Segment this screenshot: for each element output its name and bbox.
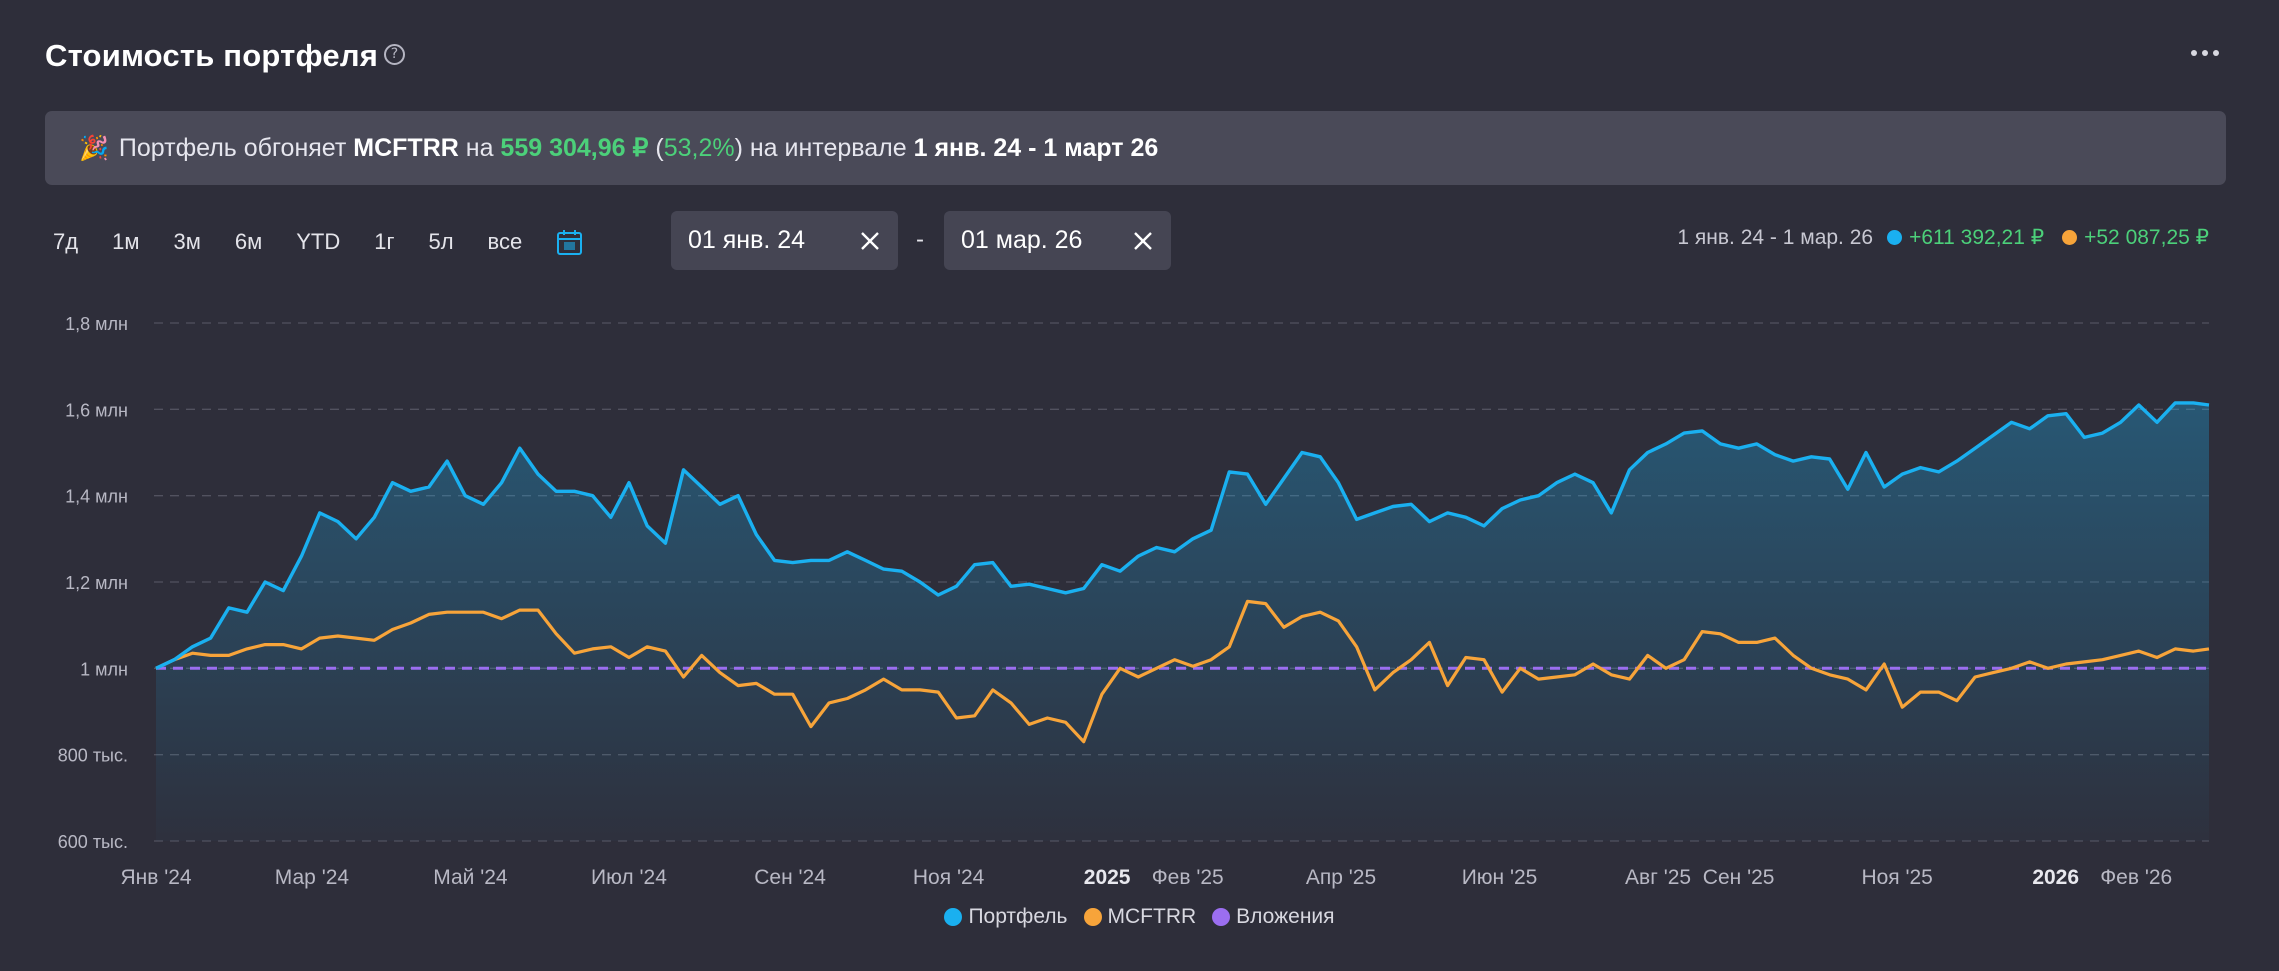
legend-label: Вложения <box>1236 905 1335 928</box>
period-button-3m[interactable]: 3м <box>173 229 201 254</box>
portfolio-chart[interactable]: 1,8 млн 1,6 млн 1,4 млн 1,2 млн 1 млн 800 тыс… <box>0 290 2279 900</box>
x-tick-label: 2026 <box>2032 866 2079 889</box>
x-tick-label: Янв '24 <box>120 866 191 889</box>
period-button-1y[interactable]: 1г <box>374 229 395 254</box>
more-options-icon[interactable] <box>2191 50 2219 56</box>
y-tick-label: 800 тыс. <box>58 746 128 766</box>
title-row: Стоимость портфеля ? <box>45 38 406 74</box>
y-tick-label: 1,6 млн <box>65 400 128 420</box>
banner-text: на интервале <box>742 133 914 162</box>
y-tick-label: 1,2 млн <box>65 573 128 593</box>
period-button-1m[interactable]: 1м <box>112 229 140 254</box>
date-from-value: 01 янв. 24 <box>688 226 806 254</box>
banner-text: на <box>458 133 501 162</box>
benchmark-dot-icon <box>2062 230 2078 245</box>
benchmark-dot-icon <box>1083 908 1102 926</box>
banner-text: Портфель обгоняет <box>118 133 354 162</box>
chart-legend: Портфель MCFTRR Вложения <box>0 905 2279 929</box>
y-tick-label: 1,4 млн <box>65 487 128 507</box>
portfolio-change: +611 392,21 ₽ <box>1909 226 2045 249</box>
dot-icon <box>2213 50 2219 56</box>
period-button-all[interactable]: все <box>487 229 523 254</box>
period-button-6m[interactable]: 6м <box>234 229 263 254</box>
x-tick-label: Сен '25 <box>1703 866 1775 889</box>
banner-benchmark: MCFTRR <box>353 133 459 162</box>
x-tick-label: Фев '25 <box>1152 866 1224 889</box>
portfolio-dot-icon <box>944 908 963 926</box>
banner-interval: 1 янв. 24 - 1 март 26 <box>913 133 1159 162</box>
x-tick-label: Фев '26 <box>2100 866 2172 889</box>
page-title: Стоимость портфеля <box>45 38 379 73</box>
date-to-value: 01 мар. 26 <box>961 226 1083 254</box>
party-popper-icon: 🎉 <box>79 134 109 162</box>
range-summary: 1 янв. 24 - 1 мар. 26 +611 392,21 ₽ +52 … <box>1677 225 2209 250</box>
outperformance-banner: 🎉 Портфель обгоняет MCFTRR на 559 304,96… <box>45 111 2226 185</box>
calendar-icon[interactable] <box>556 228 583 256</box>
series-line-mcftrr <box>155 599 2210 744</box>
x-tick-label: Ноя '25 <box>1861 866 1932 889</box>
x-tick-label: Мар '24 <box>275 866 350 889</box>
legend-label: Портфель <box>968 905 1068 928</box>
banner-text: ) <box>734 133 743 162</box>
x-tick-label: Май '24 <box>433 866 508 889</box>
dot-icon <box>2191 50 2197 56</box>
y-tick-label: 1,8 млн <box>65 314 128 334</box>
clear-date-to-icon[interactable] <box>1133 231 1153 251</box>
date-range-separator: - <box>916 226 924 253</box>
period-button-7d[interactable]: 7д <box>53 229 79 254</box>
x-tick-label: Авг '25 <box>1625 866 1691 889</box>
legend-item-benchmark[interactable]: MCFTRR <box>1083 905 1197 929</box>
x-tick-label: 2025 <box>1084 866 1131 889</box>
series-line-portfolio <box>155 401 2210 670</box>
banner-percent: 53,2% <box>663 133 735 162</box>
dot-icon <box>2202 50 2208 56</box>
legend-item-investments[interactable]: Вложения <box>1212 905 1335 929</box>
x-tick-label: Июн '25 <box>1462 866 1538 889</box>
help-icon[interactable]: ? <box>384 44 406 65</box>
banner-amount: 559 304,96 ₽ <box>500 134 649 162</box>
y-tick-label: 1 млн <box>80 659 128 679</box>
period-selector: 7д 1м 3м 6м YTD 1г 5л все <box>53 222 583 262</box>
date-to-field[interactable]: 01 мар. 26 <box>944 211 1171 270</box>
legend-label: MCFTRR <box>1107 905 1197 928</box>
period-button-5y[interactable]: 5л <box>428 229 454 254</box>
date-from-field[interactable]: 01 янв. 24 <box>671 211 898 270</box>
portfolio-dot-icon <box>1887 230 1903 245</box>
clear-date-from-icon[interactable] <box>860 231 880 251</box>
legend-item-portfolio[interactable]: Портфель <box>944 905 1068 929</box>
x-tick-label: Сен '24 <box>754 866 826 889</box>
summary-range: 1 янв. 24 - 1 мар. 26 <box>1677 225 1874 249</box>
x-tick-label: Июл '24 <box>591 866 667 889</box>
investments-dot-icon <box>1212 908 1231 926</box>
period-button-ytd[interactable]: YTD <box>296 229 341 254</box>
banner-text: ( <box>648 133 664 162</box>
y-tick-label: 600 тыс. <box>58 832 128 852</box>
x-tick-label: Апр '25 <box>1306 866 1376 889</box>
portfolio-area <box>156 402 2209 841</box>
benchmark-change: +52 087,25 ₽ <box>2084 226 2209 249</box>
x-tick-label: Ноя '24 <box>913 866 985 889</box>
